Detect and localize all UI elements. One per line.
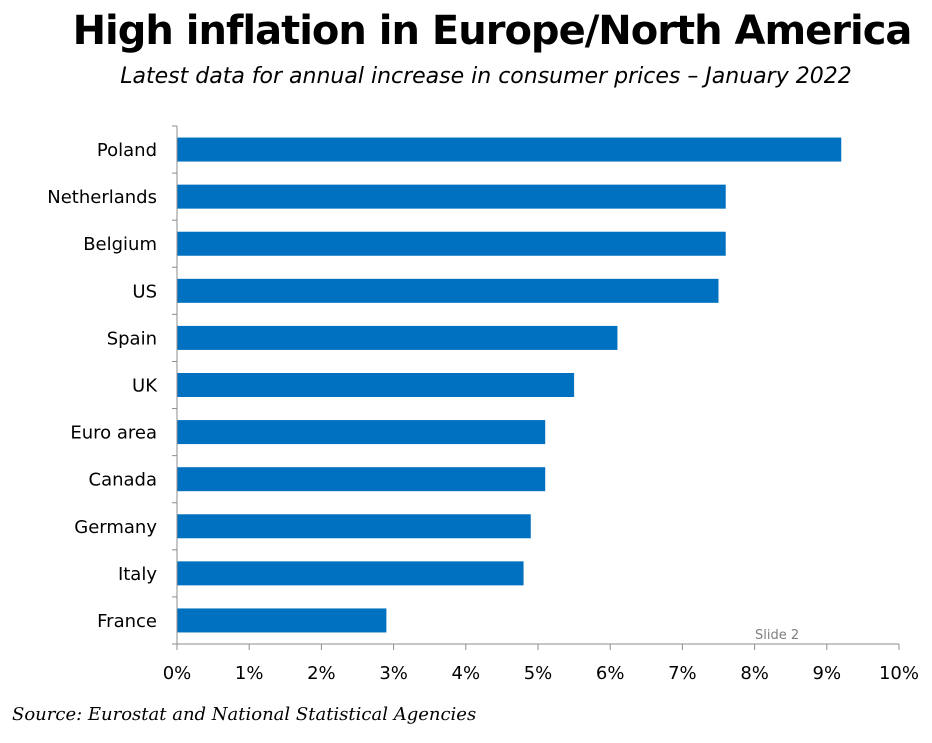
value-tick-label: 8% <box>740 663 769 684</box>
value-tick-label: 4% <box>452 663 481 684</box>
value-tick-label: 9% <box>813 663 842 684</box>
category-label: Germany <box>74 517 157 538</box>
slide-number-label: Slide 2 <box>755 628 799 643</box>
value-tick-label: 2% <box>307 663 336 684</box>
bar-belgium <box>177 231 726 256</box>
category-label: Canada <box>89 470 158 491</box>
category-label: Belgium <box>83 234 157 255</box>
bars-layer <box>177 137 842 633</box>
bar-euro-area <box>177 420 546 445</box>
bar-germany <box>177 514 531 539</box>
value-tick-label: 1% <box>235 663 264 684</box>
labels-layer: Poland Netherlands Belgium US Spain UK Euro ar… <box>47 140 919 684</box>
bar-us <box>177 278 719 303</box>
value-tick-label: 7% <box>668 663 697 684</box>
category-label: France <box>97 611 157 632</box>
bar-france <box>177 608 387 633</box>
category-label: US <box>132 281 157 302</box>
value-tick-label: 5% <box>524 663 553 684</box>
bar-spain <box>177 325 618 350</box>
bar-uk <box>177 373 575 397</box>
value-tick-label: 0% <box>163 663 192 684</box>
category-label: Euro area <box>70 423 157 444</box>
category-label: Poland <box>97 140 157 161</box>
category-label: UK <box>132 376 158 397</box>
axes-layer <box>172 125 900 650</box>
bar-poland <box>177 137 842 162</box>
source-note: Source: Eurostat and National Statistica… <box>12 704 477 725</box>
chart-title: High inflation in Europe/North America <box>72 8 913 54</box>
bar-italy <box>177 561 524 586</box>
chart-subtitle: Latest data for annual increase in consu… <box>120 64 852 89</box>
bar-chart: Poland Netherlands Belgium US Spain UK Euro ar… <box>47 125 919 684</box>
category-label: Netherlands <box>47 187 157 208</box>
bar-canada <box>177 467 546 492</box>
value-tick-label: 3% <box>379 663 408 684</box>
value-tick-label: 6% <box>596 663 625 684</box>
value-tick-label: 10% <box>879 663 919 684</box>
bar-netherlands <box>177 184 726 209</box>
category-label: Spain <box>107 328 157 349</box>
category-label: Italy <box>118 564 157 585</box>
